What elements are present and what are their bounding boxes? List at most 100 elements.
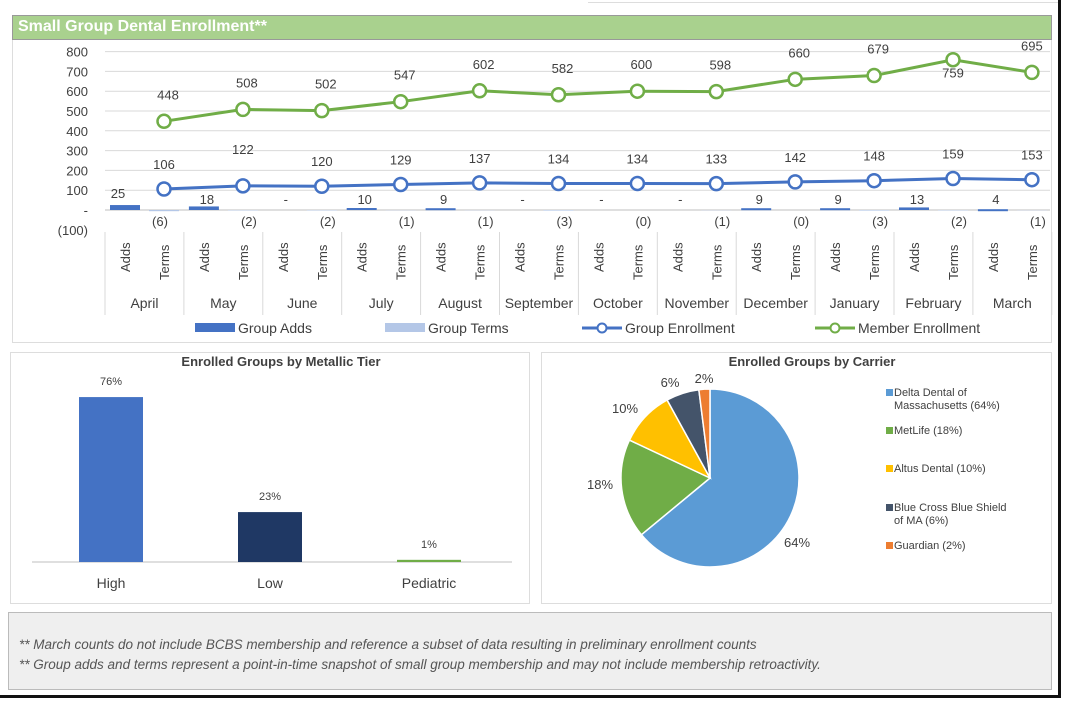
group-adds-label: 13 bbox=[910, 192, 924, 207]
group-adds-label: 9 bbox=[440, 192, 447, 207]
member-enrollment-label: 679 bbox=[867, 42, 889, 57]
group-enrollment-label: 159 bbox=[942, 147, 964, 162]
group-adds-bar bbox=[741, 208, 772, 211]
group-terms-label: (2) bbox=[320, 214, 336, 229]
y-tick-label: (100) bbox=[58, 223, 88, 238]
pie-chart-title: Enrolled Groups by Carrier bbox=[729, 354, 896, 369]
member-enrollment-point bbox=[1024, 64, 1040, 81]
group-enrollment-point bbox=[1024, 171, 1040, 188]
subcategory-label: Terms bbox=[552, 244, 567, 280]
section-title: Small Group Dental Enrollment** bbox=[18, 18, 267, 35]
subcategory-label: Terms bbox=[394, 244, 409, 280]
group-adds-bar bbox=[346, 208, 377, 211]
subcategory-label: Adds bbox=[670, 242, 685, 272]
metallic-category-label: Pediatric bbox=[402, 575, 456, 591]
member-enrollment-point bbox=[945, 51, 961, 68]
metallic-bar-label: 23% bbox=[259, 491, 281, 503]
pie-legend-swatch bbox=[886, 542, 893, 549]
member-enrollment-label: 600 bbox=[631, 57, 653, 72]
pie-legend-label: Guardian (2%) bbox=[894, 540, 966, 552]
group-terms-bar bbox=[149, 210, 179, 212]
group-enrollment-label: 153 bbox=[1021, 148, 1043, 163]
group-enrollment-label: 133 bbox=[705, 152, 727, 167]
pie-slice bbox=[620, 439, 712, 536]
legend-marker bbox=[596, 322, 608, 334]
pie-legend-label-cont: Massachusetts (64%) bbox=[894, 400, 1000, 412]
group-adds-label: 9 bbox=[834, 192, 841, 207]
group-terms-label: (2) bbox=[241, 214, 257, 229]
group-terms-label: (0) bbox=[635, 214, 651, 229]
group-terms-label: (1) bbox=[399, 214, 415, 229]
group-enrollment-point bbox=[235, 178, 251, 194]
group-adds-label: - bbox=[599, 192, 603, 207]
metallic-bar bbox=[79, 397, 143, 562]
metallic-bar-label: 1% bbox=[421, 539, 437, 551]
pie-legend-label: Blue Cross Blue Shield bbox=[894, 502, 1007, 514]
subcategory-label: Terms bbox=[157, 244, 172, 280]
group-adds-label: - bbox=[520, 192, 524, 207]
group-enrollment-point bbox=[787, 174, 803, 190]
pie-slice bbox=[698, 388, 711, 479]
month-label: October bbox=[593, 295, 643, 311]
group-adds-label: - bbox=[284, 192, 288, 207]
member-enrollment-label: 502 bbox=[315, 77, 337, 92]
group-adds-bar bbox=[110, 205, 140, 210]
group-enrollment-point bbox=[708, 175, 725, 192]
footnote-1: ** March counts do not include BCBS memb… bbox=[19, 637, 757, 652]
pie-slice-label: 10% bbox=[612, 401, 638, 416]
subcategory-label: Terms bbox=[315, 244, 330, 280]
month-label: May bbox=[210, 295, 236, 311]
member-enrollment-label: 598 bbox=[709, 58, 731, 73]
member-enrollment-point bbox=[866, 67, 882, 84]
y-tick-label: 500 bbox=[66, 104, 88, 119]
subcategory-label: Terms bbox=[236, 244, 251, 280]
metallic-bar-label: 76% bbox=[100, 376, 122, 388]
member-enrollment-label: 448 bbox=[157, 87, 179, 102]
pie-legend-label: Delta Dental of bbox=[894, 387, 968, 399]
group-terms-label: (0) bbox=[793, 214, 809, 229]
group-enrollment-label: 134 bbox=[627, 151, 649, 166]
group-terms-label: (3) bbox=[872, 214, 888, 229]
pie-legend-label: MetLife (18%) bbox=[894, 425, 962, 437]
member-enrollment-point bbox=[235, 101, 251, 118]
member-enrollment-point bbox=[471, 83, 488, 99]
group-adds-label: 25 bbox=[111, 186, 125, 201]
subcategory-label: Adds bbox=[118, 242, 133, 272]
legend-marker bbox=[829, 322, 841, 334]
subcategory-label: Adds bbox=[276, 242, 291, 272]
y-tick-label: 200 bbox=[66, 163, 88, 178]
member-enrollment-point bbox=[787, 71, 803, 88]
subcategory-label: Adds bbox=[434, 242, 449, 272]
member-enrollment-point bbox=[629, 83, 646, 99]
pie-legend-label: Altus Dental (10%) bbox=[894, 463, 986, 475]
member-enrollment-label: 582 bbox=[552, 61, 574, 76]
legend-label: Group Adds bbox=[238, 320, 312, 336]
metallic-bar bbox=[397, 559, 461, 562]
pie-legend-swatch bbox=[886, 427, 893, 434]
group-adds-bar bbox=[977, 209, 1008, 212]
group-terms-label: (1) bbox=[714, 214, 730, 229]
group-adds-label: 10 bbox=[357, 192, 371, 207]
subcategory-label: Terms bbox=[788, 244, 803, 280]
legend-swatch bbox=[195, 323, 235, 332]
footnotes: ** March counts do not include BCBS memb… bbox=[8, 612, 1052, 690]
pie-legend-label-cont: of MA (6%) bbox=[894, 515, 948, 527]
member-enrollment-point bbox=[392, 93, 409, 110]
group-enrollment-point bbox=[392, 176, 409, 193]
subcategory-label: Adds bbox=[749, 242, 764, 272]
month-label: December bbox=[743, 295, 808, 311]
subcategory-label: Adds bbox=[591, 242, 606, 272]
group-terms-label: (2) bbox=[951, 214, 967, 229]
month-label: April bbox=[130, 295, 158, 311]
subcategory-label: Terms bbox=[709, 244, 724, 280]
pie-slice-label: 64% bbox=[784, 535, 810, 550]
month-label: February bbox=[905, 295, 961, 311]
subcategory-label: Adds bbox=[828, 242, 843, 272]
group-terms-bar bbox=[859, 210, 890, 211]
enrollment-chart-panel bbox=[12, 40, 1052, 343]
subcategory-label: Terms bbox=[867, 244, 882, 280]
group-enrollment-point bbox=[156, 181, 172, 197]
group-adds-bar bbox=[899, 207, 929, 210]
pie-slice bbox=[640, 388, 800, 568]
